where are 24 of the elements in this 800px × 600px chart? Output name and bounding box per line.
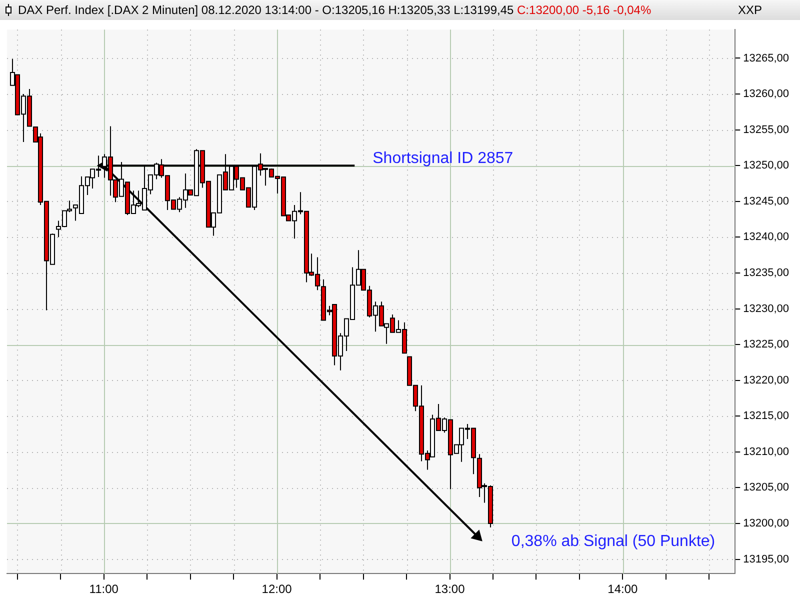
y-tick-label: 13220,00 [743, 374, 790, 386]
y-tick-label: 13240,00 [743, 231, 790, 244]
x-tick-label: 12:00 [262, 582, 292, 596]
text: XXP [738, 2, 762, 19]
y-tick-label: 13195,00 [743, 553, 790, 566]
y-tick-label: 13245,00 [743, 195, 790, 208]
y-tick-label: 13255,00 [743, 124, 790, 136]
x-tick-label: 13:00 [434, 582, 466, 596]
y-tick-label: 13215,00 [743, 410, 790, 422]
annotation: 0,38% ab Signal (50 Punkte) [511, 532, 716, 550]
y-tick-label: 13210,00 [743, 446, 790, 458]
y-tick-label: 13260,00 [743, 88, 790, 100]
y-tick-label: 13235,00 [743, 267, 790, 279]
chart-title: DAX Perf. Index [.DAX 2 Minuten] 08.12.2020 13:14:00 - O:13205,16 H:13205,33 L:13199,45 [18, 3, 514, 17]
y-tick-label: 13205,00 [743, 482, 790, 494]
y-tick-label: 13265,00 [743, 52, 790, 64]
y-tick-label: 13230,00 [743, 302, 790, 315]
chart-subtitle: C:13200,00 -5,16 -0,04% [517, 3, 652, 17]
y-tick-label: 13250,00 [743, 160, 790, 172]
x-tick-label: 14:00 [608, 582, 638, 596]
y-tick-label: 13200,00 [743, 518, 790, 530]
y-tick-label: 13225,00 [743, 338, 790, 351]
annotation: Shortsignal ID 2857 [372, 150, 514, 168]
x-tick-label: 11:00 [89, 582, 119, 596]
